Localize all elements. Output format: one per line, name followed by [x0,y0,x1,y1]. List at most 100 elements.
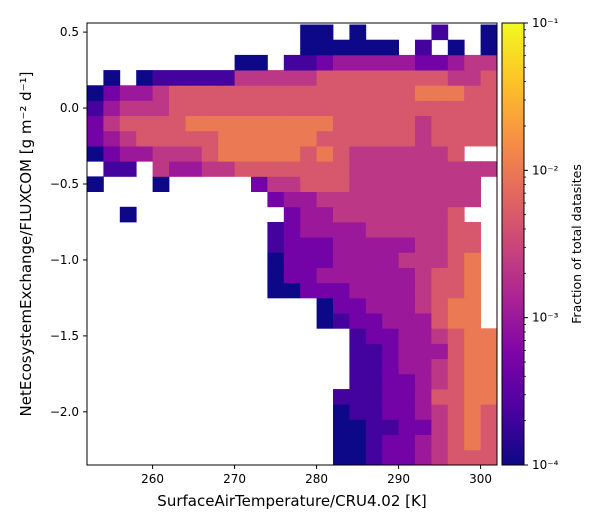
heatmap-cell [464,100,481,117]
heatmap-cell [300,24,317,41]
heatmap-cell [267,161,285,177]
heatmap-cell [267,282,285,299]
heatmap-cell [415,206,432,223]
heatmap-cell [398,54,416,71]
heatmap-cell [398,206,416,223]
heatmap-cell [136,130,153,147]
heatmap-cell [333,100,350,117]
heatmap-cell [365,115,383,132]
heatmap-cell [152,115,170,132]
heatmap-cell [267,100,285,117]
heatmap-cell [431,389,449,405]
heatmap-cell [333,39,350,56]
heatmap-cell [169,161,186,177]
heatmap-cell [251,115,268,132]
heatmap-cell [185,115,203,132]
heatmap-cell [283,146,301,162]
heatmap-cell [283,85,301,101]
heatmap-cell [316,100,334,117]
heatmap-cell [267,191,285,208]
heatmap-cell [365,39,383,56]
y-tick-label: −1.0 [50,253,79,267]
heatmap-cell [382,130,399,147]
heatmap-cell [349,389,367,405]
colorbar-label: Fraction of total datasites [569,164,584,324]
heatmap-cell [464,328,481,344]
heatmap-cell [333,70,350,86]
y-tick-label: 0.5 [60,25,79,39]
heatmap-cell [300,191,317,208]
heatmap-cell [480,115,498,132]
heatmap-cell [398,313,416,329]
heatmap-cell [415,343,432,360]
heatmap-cell [431,404,449,420]
heatmap-cell [201,146,219,162]
heatmap-cell [185,130,203,147]
heatmap-cell [447,343,465,360]
heatmap-cell [333,191,350,208]
heatmap-cell [447,267,465,284]
heatmap-cell [480,449,498,466]
heatmap-cell [349,39,367,56]
heatmap-cell [333,252,350,268]
heatmap-cell [349,297,367,314]
heatmap-cell [431,282,449,299]
heatmap-cell [382,434,399,451]
heatmap-cell [464,252,481,268]
x-axis-ticks: 260 270 280 290 300 [141,465,492,486]
heatmap-cell [333,449,350,466]
heatmap-cell [415,449,432,466]
heatmap-cell [267,115,285,132]
heatmap-cell [431,54,449,71]
heatmap-cell [251,161,268,177]
heatmap-cell [218,161,235,177]
heatmap-cell [464,70,481,86]
heatmap-cell [431,161,449,177]
heatmap-cell [251,176,268,192]
colorbar-tick-label: 10⁻³ [532,311,559,325]
heatmap-cell [365,100,383,117]
heatmap-cell [316,70,334,86]
heatmap-cell [365,176,383,192]
heatmap-cell [234,70,252,86]
heatmap-cell [283,54,301,71]
heatmap-cell [365,389,383,405]
heatmap-cell [152,176,170,192]
heatmap-cell [447,297,465,314]
heatmap-cell [464,419,481,436]
heatmap-cell [464,297,481,314]
heatmap-cell [398,191,416,208]
heatmap-cell [234,115,252,132]
heatmap-cell [398,237,416,253]
heatmap-cell [415,419,432,436]
heatmap-cell [398,70,416,86]
heatmap-cell [447,176,465,192]
heatmap-cell [152,130,170,147]
heatmap-cell [382,85,399,101]
heatmap-cell [382,404,399,420]
heatmap-cell [300,130,317,147]
heatmap-cell [398,434,416,451]
heatmap-cell [398,115,416,132]
heatmap-cell [464,449,481,466]
heatmap-cell [447,146,465,162]
heatmap-cell [447,252,465,268]
heatmap-cell [103,146,121,162]
heatmap-cell [382,419,399,436]
heatmap-cell [349,70,367,86]
heatmap-cell [464,221,481,238]
heatmap-cell [382,358,399,375]
heatmap-cell [415,85,432,101]
heatmap-cell [283,191,301,208]
heatmap-cell [251,100,268,117]
heatmap-cell [349,449,367,466]
heatmap-cell [382,146,399,162]
heatmap-cell [218,100,235,117]
heatmap-cell [382,343,399,360]
heatmap-cell [382,328,399,344]
heatmap-cell [464,389,481,405]
heatmap-cell [349,100,367,117]
x-tick-label: 300 [469,472,492,486]
heatmap-cell [447,282,465,299]
heatmap-cell [431,449,449,466]
